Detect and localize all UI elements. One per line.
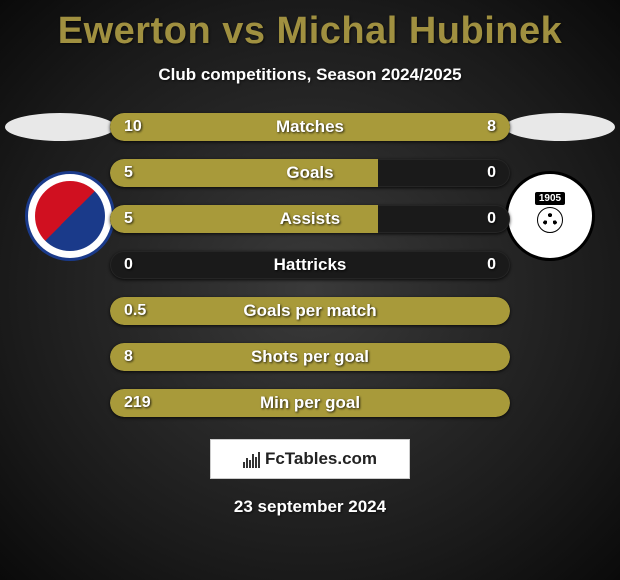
stat-label: Goals per match [110,297,510,325]
stat-label: Hattricks [110,251,510,279]
team-crest-right: 1905 [505,171,595,261]
player-photo-placeholder-left [5,113,115,141]
stat-label: Matches [110,113,510,141]
crest-left-inner [35,181,105,251]
stat-bar-row: 0.5Goals per match [110,297,510,325]
stat-label: Goals [110,159,510,187]
stat-bar-row: 00Hattricks [110,251,510,279]
stat-label: Min per goal [110,389,510,417]
fctables-logo: FcTables.com [210,439,410,479]
stat-bar-row: 8Shots per goal [110,343,510,371]
comparison-subtitle: Club competitions, Season 2024/2025 [0,65,620,85]
comparison-date: 23 september 2024 [0,497,620,517]
stat-label: Shots per goal [110,343,510,371]
stat-bar-row: 50Goals [110,159,510,187]
fctables-logo-text: FcTables.com [265,449,377,469]
team-crest-left [25,171,115,261]
fctables-chart-icon [243,450,261,468]
stat-bar-row: 50Assists [110,205,510,233]
player-photo-placeholder-right [505,113,615,141]
stat-bar-row: 108Matches [110,113,510,141]
comparison-title: Ewerton vs Michal Hubinek [0,0,620,53]
stat-label: Assists [110,205,510,233]
stat-bar-row: 219Min per goal [110,389,510,417]
crest-right-year: 1905 [535,192,565,205]
crest-right-ball-icon [537,207,563,233]
main-area: 1905 108Matches 50Goals 50Assists 00Hattric… [0,113,620,417]
stat-bars-container: 108Matches 50Goals 50Assists 00Hattricks 0.5… [110,113,510,417]
